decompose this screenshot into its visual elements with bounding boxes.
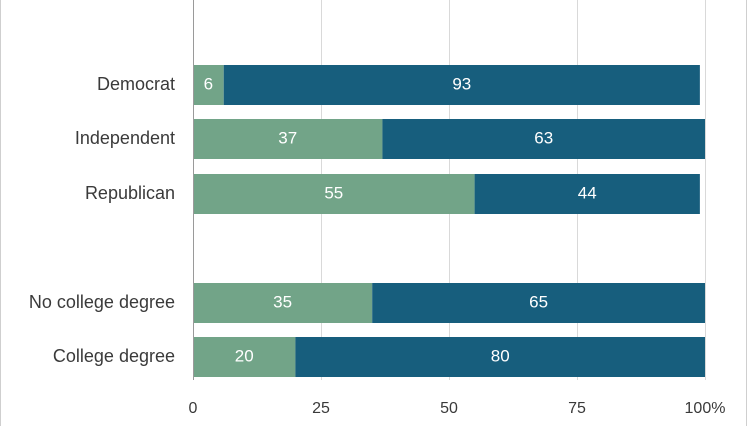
bar-segment-second <box>372 283 705 323</box>
data-label: 63 <box>534 128 553 147</box>
x-tick-label: 0 <box>189 400 198 417</box>
data-label: 80 <box>491 346 510 365</box>
x-axis-ticks: 0 25 50 75 100% <box>189 400 726 417</box>
category-label: Democrat <box>97 74 175 94</box>
bar-segment-first <box>193 337 296 377</box>
data-label: 93 <box>452 74 471 93</box>
data-label: 20 <box>235 346 254 365</box>
data-label: 37 <box>278 128 297 147</box>
data-label: 44 <box>578 183 597 202</box>
bars <box>193 65 705 377</box>
bar-segment-first <box>193 283 373 323</box>
bar-segment-second <box>382 119 705 159</box>
x-tick-label: 100% <box>685 400 726 417</box>
x-tick-label: 75 <box>568 400 586 417</box>
data-label: 65 <box>529 292 548 311</box>
x-tick-label: 50 <box>440 400 458 417</box>
bar-segment-second <box>474 174 700 214</box>
bar-segment-second <box>295 337 705 377</box>
category-label: College degree <box>53 346 175 366</box>
data-label: 6 <box>204 74 213 93</box>
bar-segment-first <box>193 65 224 105</box>
category-label: Independent <box>75 128 175 148</box>
x-tick-label: 25 <box>312 400 330 417</box>
data-label: 55 <box>324 183 343 202</box>
bar-segment-first <box>193 174 475 214</box>
category-label: No college degree <box>29 292 175 312</box>
bar-segment-second <box>223 65 700 105</box>
category-label: Republican <box>85 183 175 203</box>
bar-segment-first <box>193 119 383 159</box>
data-labels: 6 93 37 63 55 44 35 65 20 80 <box>204 74 597 365</box>
data-label: 35 <box>273 292 292 311</box>
category-labels: Democrat Independent Republican No college … <box>29 74 175 366</box>
